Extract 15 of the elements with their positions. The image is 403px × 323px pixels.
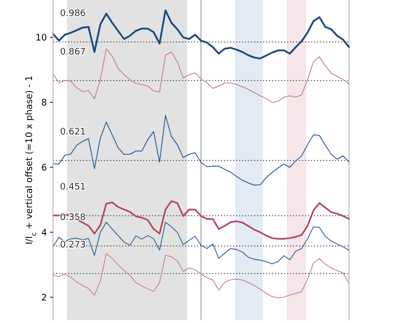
- line-series: [52, 222, 350, 264]
- y-tick-label: 8: [41, 98, 48, 108]
- y-tick-label: 10: [36, 34, 48, 44]
- annotation: 0.621: [60, 127, 86, 138]
- annotation: 0.273: [60, 240, 86, 251]
- y-tick-label: 2: [41, 293, 47, 304]
- line-series: [52, 48, 350, 103]
- annotation: 0.451: [60, 182, 86, 193]
- annotation: 0.867: [60, 48, 86, 58]
- line-series: [52, 200, 350, 240]
- line-series: [52, 253, 350, 298]
- y-tick-label: 4: [41, 228, 48, 238]
- annotation: 0.986: [60, 8, 86, 19]
- y-tick-label: 6: [41, 163, 48, 174]
- line-series: [52, 9, 350, 60]
